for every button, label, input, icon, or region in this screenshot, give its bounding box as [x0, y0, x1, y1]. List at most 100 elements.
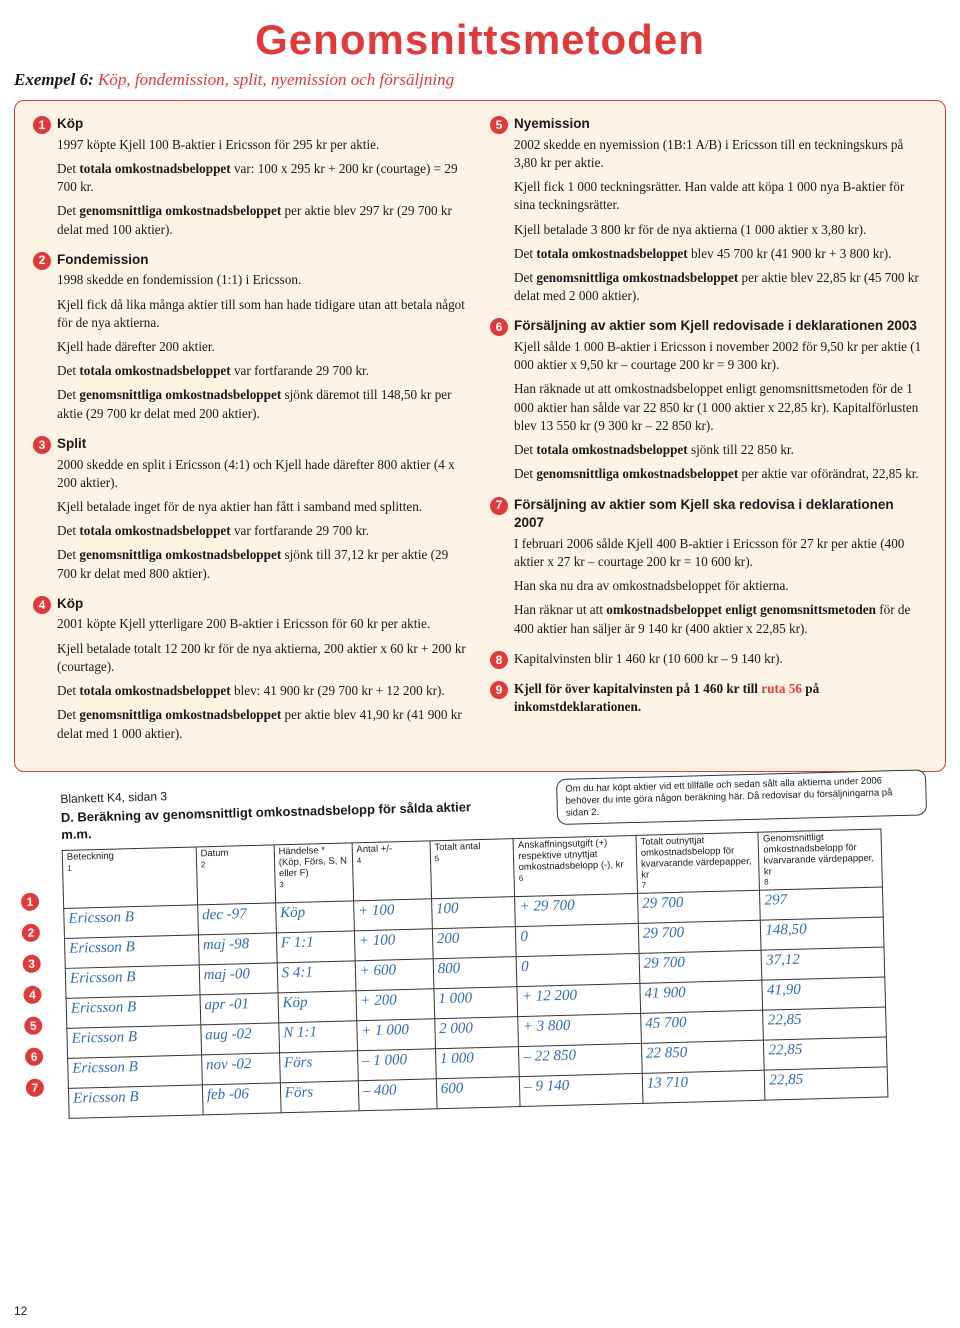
step-paragraph: Det genomsnittliga omkostnadsbeloppet pe… [514, 465, 927, 483]
step-paragraph: Det genomsnittliga omkostnadsbeloppet sj… [57, 386, 470, 422]
table-header: Totalt antal5 [430, 838, 515, 898]
step-paragraph: 1998 skedde en fondemission (1:1) i Eric… [57, 271, 470, 289]
form-k4: Blankett K4, sidan 3 D. Beräkning av gen… [60, 763, 954, 1119]
step-heading: Försäljning av aktier som Kjell ska redo… [514, 496, 927, 533]
left-column: 1Köp1997 köpte Kjell 100 B-aktier i Eric… [33, 115, 470, 755]
table-cell: 41 900 [640, 980, 763, 1013]
step-paragraph: Det genomsnittliga omkostnadsbeloppet pe… [57, 202, 470, 238]
table-cell: 29 700 [639, 950, 762, 983]
table-cell: 1 000 [435, 1046, 519, 1078]
row-badge: 6 [25, 1047, 43, 1065]
step-badge: 6 [490, 318, 508, 336]
table-cell: Ericsson B [65, 964, 199, 997]
table-header: Antal +/-4 [352, 840, 431, 900]
step-paragraph: Han ska nu dra av omkostnadsbeloppet för… [514, 577, 927, 595]
table-cell: Ericsson B [66, 994, 200, 1027]
step-paragraph: Han räknar ut att omkostnadsbeloppet enl… [514, 601, 927, 637]
table-cell: apr -01 [200, 992, 279, 1024]
table-cell: dec -97 [197, 902, 276, 934]
table-cell: 297 [760, 886, 883, 919]
table-header: Genomsnittligt omkostnadsbelopp för kvar… [758, 829, 882, 890]
table-cell: + 12 200 [517, 983, 640, 1016]
step-paragraph: Kjell för över kapitalvinsten på 1 460 k… [514, 680, 927, 716]
step-paragraph: Det totala omkostnadsbeloppet sjönk till… [514, 441, 927, 459]
step-paragraph: Kjell betalade inget för de nya aktier h… [57, 498, 470, 516]
step-paragraph: Kjell sålde 1 000 B-aktier i Ericsson i … [514, 338, 927, 374]
table-cell: 0 [516, 953, 639, 986]
subtitle-rest: Köp, fondemission, split, nyemission och… [98, 70, 454, 89]
step-block: 8 Kapitalvinsten blir 1 460 kr (10 600 kr… [490, 650, 927, 674]
step-paragraph: Det totala omkostnadsbeloppet var fortfa… [57, 362, 470, 380]
table-cell: Köp [278, 990, 357, 1022]
table-cell: 22,85 [764, 1036, 887, 1069]
example-panel: 1Köp1997 köpte Kjell 100 B-aktier i Eric… [14, 100, 946, 772]
table-cell: + 100 [353, 898, 432, 930]
step-badge: 1 [33, 116, 51, 134]
table-header: Totalt outnyttjat omkostnadsbelopp för k… [636, 832, 760, 893]
step-badge: 9 [490, 681, 508, 699]
table-cell: 22,85 [765, 1066, 888, 1099]
row-badge: 3 [22, 954, 40, 972]
table-cell: nov -02 [201, 1052, 280, 1084]
step-block: 9 Kjell för över kapitalvinsten på 1 460 … [490, 680, 927, 722]
step-badge: 2 [33, 252, 51, 270]
right-column: 5Nyemission2002 skedde en nyemission (1B… [490, 115, 927, 755]
table-cell: Förs [279, 1050, 358, 1082]
step-heading: Split [57, 435, 470, 454]
step-block: 7 Försäljning av aktier som Kjell ska red… [490, 496, 927, 644]
table-cell: aug -02 [200, 1022, 279, 1054]
step-heading: Nyemission [514, 115, 927, 134]
table-cell: 13 710 [642, 1070, 765, 1103]
table-cell: 800 [433, 956, 517, 988]
form-table: Beteckning1Datum2Händelse * (Köp, Förs, … [62, 828, 889, 1118]
table-cell: Förs [280, 1080, 359, 1112]
table-cell: Ericsson B [64, 904, 198, 937]
table-cell: 29 700 [638, 920, 761, 953]
form-heading: D. Beräkning av genomsnittligt omkostnad… [61, 799, 482, 844]
step-block: 2Fondemission1998 skedde en fondemission… [33, 251, 470, 429]
step-block: 5Nyemission2002 skedde en nyemission (1B… [490, 115, 927, 311]
table-cell: 600 [436, 1076, 520, 1108]
table-cell: N 1:1 [278, 1020, 357, 1052]
step-paragraph: Det totala omkostnadsbeloppet var: 100 x… [57, 160, 470, 196]
row-badge: 1 [21, 892, 39, 910]
row-badge: 5 [24, 1016, 42, 1034]
step-paragraph: Kjell betalade 3 800 kr för de nya aktie… [514, 221, 927, 239]
table-cell: Köp [275, 900, 354, 932]
step-paragraph: Det totala omkostnadsbeloppet var fortfa… [57, 522, 470, 540]
row-badges: 1234567 [21, 892, 44, 1096]
step-block: 3 Split 2000 skedde en split i Ericsson (4… [33, 435, 470, 589]
step-paragraph: 2000 skedde en split i Ericsson (4:1) oc… [57, 456, 470, 492]
table-cell: + 600 [355, 958, 434, 990]
table-cell: 29 700 [637, 890, 760, 923]
table-cell: – 22 850 [519, 1043, 642, 1076]
step-paragraph: Kjell betalade totalt 12 200 kr för de n… [57, 640, 470, 676]
step-paragraph: Han räknade ut att omkostnadsbeloppet en… [514, 380, 927, 435]
step-badge: 3 [33, 436, 51, 454]
table-cell: – 1 000 [357, 1048, 436, 1080]
table-cell: 2 000 [434, 1016, 518, 1048]
table-cell: Ericsson B [67, 1024, 201, 1057]
step-paragraph: Kapitalvinsten blir 1 460 kr (10 600 kr … [514, 650, 927, 668]
row-badge: 2 [22, 923, 40, 941]
table-cell: + 200 [356, 988, 435, 1020]
table-cell: 148,50 [761, 916, 884, 949]
table-cell: – 9 140 [520, 1073, 643, 1106]
table-cell: + 3 800 [518, 1013, 641, 1046]
step-paragraph: 2002 skedde en nyemission (1B:1 A/B) i E… [514, 136, 927, 172]
step-paragraph: 2001 köpte Kjell ytterligare 200 B-aktie… [57, 615, 470, 633]
table-cell: – 400 [358, 1078, 437, 1110]
step-badge: 8 [490, 651, 508, 669]
table-cell: 45 700 [640, 1010, 763, 1043]
step-badge: 7 [490, 497, 508, 515]
table-cell: maj -00 [199, 962, 278, 994]
table-cell: 100 [431, 896, 515, 928]
table-cell: 41,90 [762, 976, 885, 1009]
step-paragraph: Det totala omkostnadsbeloppet blev: 41 9… [57, 682, 470, 700]
step-paragraph: 1997 köpte Kjell 100 B-aktier i Ericsson… [57, 136, 470, 154]
step-paragraph: Kjell fick då lika många aktier till som… [57, 296, 470, 332]
table-cell: 22,85 [763, 1006, 886, 1039]
step-paragraph: Kjell fick 1 000 teckningsrätter. Han va… [514, 178, 927, 214]
step-paragraph: Det genomsnittliga omkostnadsbeloppet sj… [57, 546, 470, 582]
table-cell: F 1:1 [276, 930, 355, 962]
